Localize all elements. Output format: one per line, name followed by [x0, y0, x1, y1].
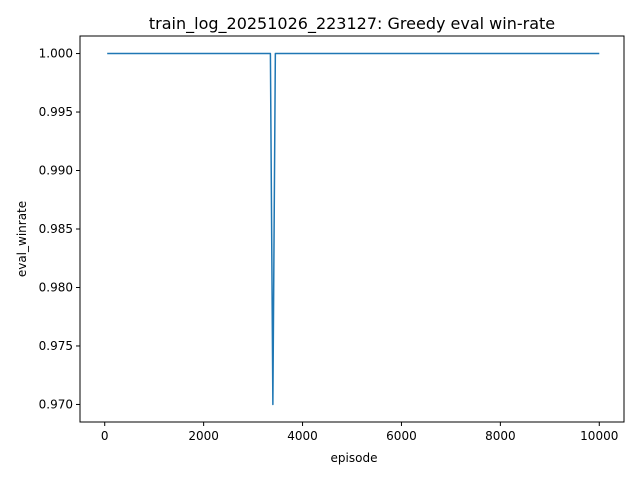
x-tick-label: 4000	[287, 429, 318, 443]
y-tick-label: 0.985	[39, 222, 73, 236]
y-tick-label: 0.980	[39, 280, 73, 294]
y-tick-label: 1.000	[39, 47, 73, 61]
y-tick-label: 0.975	[39, 339, 73, 353]
y-tick-label: 0.970	[39, 397, 73, 411]
x-tick-label: 6000	[386, 429, 417, 443]
series-layer	[107, 52, 600, 406]
series-line-0	[107, 52, 600, 406]
axes-layer: 0 2000 4000 6000 8000 10000 0.970 0.975 0.980 0.9…	[39, 35, 625, 443]
chart-title: train_log_20251026_223127: Greedy eval w…	[149, 14, 555, 34]
x-tick-label: 0	[101, 429, 109, 443]
x-axis-title: episode	[331, 451, 378, 465]
y-tick-label: 0.990	[39, 164, 73, 178]
x-tick-label: 10000	[580, 429, 618, 443]
y-tick-label: 0.995	[39, 105, 73, 119]
x-tick-label: 8000	[485, 429, 516, 443]
y-axis-title: eval_winrate	[15, 201, 29, 277]
x-tick-label: 2000	[188, 429, 219, 443]
